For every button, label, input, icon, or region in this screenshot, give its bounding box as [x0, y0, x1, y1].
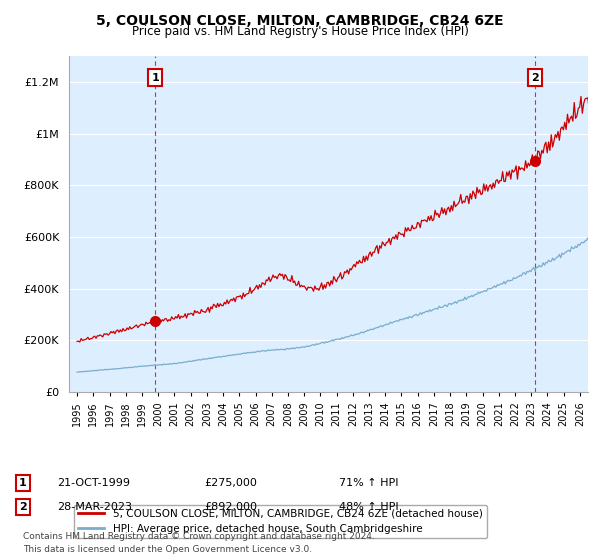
Text: £275,000: £275,000	[204, 478, 257, 488]
Text: 1: 1	[19, 478, 26, 488]
Text: 1: 1	[151, 73, 159, 83]
Text: £892,000: £892,000	[204, 502, 257, 512]
Text: 28-MAR-2023: 28-MAR-2023	[57, 502, 132, 512]
Text: 21-OCT-1999: 21-OCT-1999	[57, 478, 130, 488]
Text: 2: 2	[19, 502, 26, 512]
Text: 2: 2	[531, 73, 539, 83]
Legend: 5, COULSON CLOSE, MILTON, CAMBRIDGE, CB24 6ZE (detached house), HPI: Average pri: 5, COULSON CLOSE, MILTON, CAMBRIDGE, CB2…	[74, 505, 487, 538]
Text: 5, COULSON CLOSE, MILTON, CAMBRIDGE, CB24 6ZE: 5, COULSON CLOSE, MILTON, CAMBRIDGE, CB2…	[96, 14, 504, 28]
Text: Contains HM Land Registry data © Crown copyright and database right 2024.
This d: Contains HM Land Registry data © Crown c…	[23, 532, 374, 553]
Text: 71% ↑ HPI: 71% ↑ HPI	[339, 478, 398, 488]
Text: 48% ↑ HPI: 48% ↑ HPI	[339, 502, 398, 512]
Text: Price paid vs. HM Land Registry's House Price Index (HPI): Price paid vs. HM Land Registry's House …	[131, 25, 469, 38]
